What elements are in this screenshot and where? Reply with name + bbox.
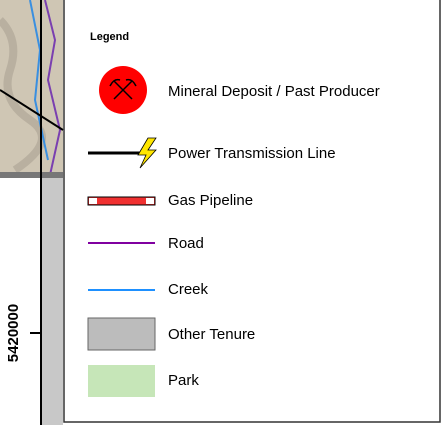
gas-pipeline-icon (88, 197, 155, 205)
tenure-icon (88, 318, 155, 350)
park-icon (88, 365, 155, 397)
legend-label: Gas Pipeline (168, 192, 253, 209)
map-border (0, 172, 63, 178)
mineral-icon (99, 66, 147, 114)
map-margin (0, 178, 40, 425)
legend-title: Legend (90, 31, 129, 43)
legend-label: Creek (168, 281, 209, 298)
coordinate-label: 5420000 (5, 304, 22, 362)
legend-label: Mineral Deposit / Past Producer (168, 83, 380, 100)
map-view: 5420000 Legend Mineral Deposit / Past Pr… (0, 0, 444, 425)
legend-label: Other Tenure (168, 326, 255, 343)
legend-box (64, 0, 440, 422)
legend-label: Road (168, 235, 204, 252)
tenure-area (42, 178, 63, 425)
page: 5420000 Legend Mineral Deposit / Past Pr… (0, 0, 444, 425)
legend-label: Power Transmission Line (168, 145, 336, 162)
legend-label: Park (168, 372, 199, 389)
